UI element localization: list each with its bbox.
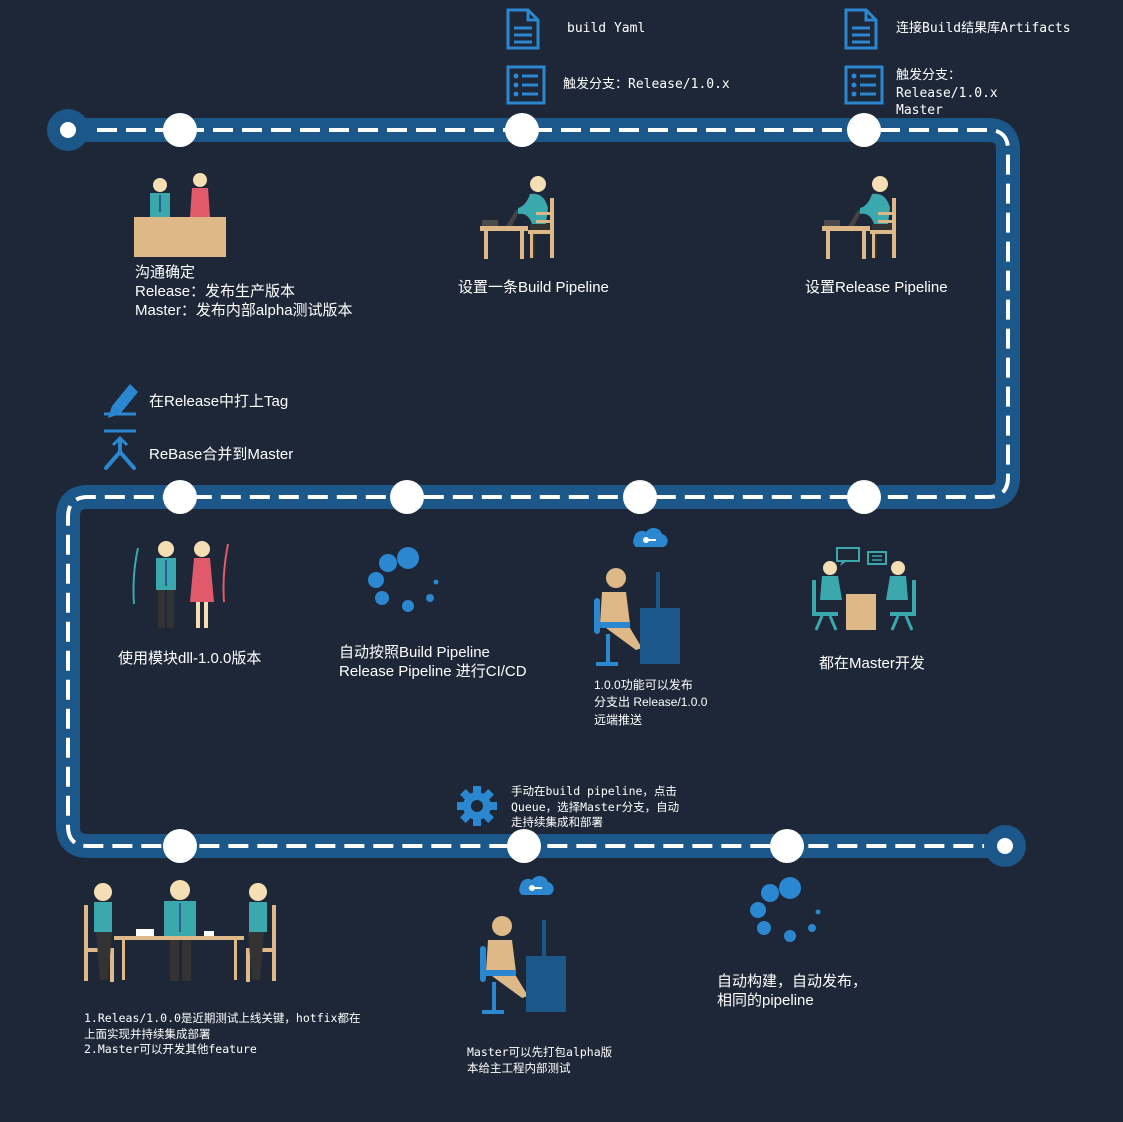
step-alpha-label: Master可以先打包alpha版 本给主工程内部测试: [467, 1045, 613, 1075]
node-alpha: [507, 829, 541, 863]
timeline-track: [56, 118, 1020, 858]
document-icon: [844, 8, 878, 50]
person-thinking-icon: [594, 527, 680, 666]
artifacts-label: 连接Build结果库Artifacts: [896, 21, 1071, 36]
loading-spinner-icon: [750, 877, 821, 942]
rebase-note-label: ReBase合并到Master: [149, 446, 294, 463]
node-branch-release: [623, 480, 657, 514]
step-release-pipeline-label: 设置Release Pipeline: [805, 279, 948, 296]
node-build-pipeline: [505, 113, 539, 147]
person-thinking-icon: [480, 875, 566, 1014]
meeting-desk-icon: [134, 173, 226, 257]
step-branch-release-label: 1.0.0功能可以发布 分支出 Release/1.0.0 远端推送: [594, 678, 708, 727]
node-dev-on-master: [847, 480, 881, 514]
node-use-module: [163, 480, 197, 514]
tag-note-label: 在Release中打上Tag: [149, 393, 289, 410]
step-build-pipeline-label: 设置一条Build Pipeline: [458, 279, 609, 296]
team-meeting-icon: [84, 880, 276, 982]
node-release-pipeline: [847, 113, 881, 147]
step-auto-cicd-label: 自动按照Build Pipeline Release Pipeline 进行CI…: [339, 644, 527, 680]
merge-icon: [104, 429, 136, 470]
step-use-module-label: 使用模块dll-1.0.0版本: [118, 650, 262, 667]
loading-spinner-icon: [368, 547, 439, 612]
track-nodes: [163, 113, 881, 863]
manual-queue-note-label: 手动在build pipeline，点击 Queue，选择Master分支，自动…: [511, 784, 680, 830]
person-at-desk-icon: [822, 176, 896, 259]
step-hotfix-label: 1.Releas/1.0.0是近期测试上线关键，hotfix都在 上面实现并持续…: [84, 1011, 361, 1057]
step-communicate-label: 沟通确定 Release：发布生产版本 Master：发布内部alpha测试版本: [135, 264, 353, 319]
node-auto-build: [770, 829, 804, 863]
two-people-chatting-icon: [812, 547, 916, 631]
node-auto-cicd: [390, 480, 424, 514]
list-icon: [844, 65, 884, 105]
track-end-node: [984, 825, 1026, 867]
build-trigger-label: 触发分支：Release/1.0.x: [563, 77, 730, 92]
node-communicate: [163, 113, 197, 147]
gear-icon: [457, 786, 497, 826]
list-icon: [506, 65, 546, 105]
person-at-desk-icon: [480, 176, 554, 259]
couple-icon: [132, 541, 229, 628]
track-start-node: [47, 109, 89, 151]
step-dev-on-master-label: 都在Master开发: [819, 655, 925, 672]
document-icon: [506, 8, 540, 50]
pencil-icon: [104, 384, 138, 418]
node-hotfix: [163, 829, 197, 863]
step-auto-build-label: 自动构建，自动发布， 相同的pipeline: [717, 973, 868, 1009]
release-trigger-label: 触发分支： Release/1.0.x Master: [896, 68, 998, 119]
build-yaml-label: build Yaml: [567, 21, 646, 36]
